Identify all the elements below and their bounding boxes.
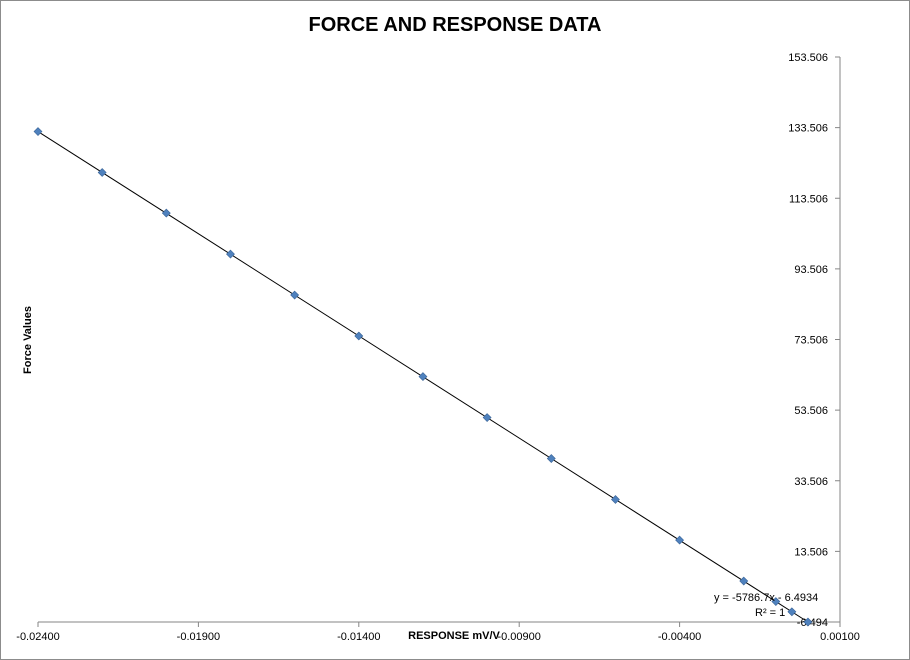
- data-point: [33, 127, 43, 136]
- y-tick-label: 133.506: [788, 123, 828, 135]
- y-tick-label: 53.506: [794, 405, 828, 417]
- y-tick-label: 113.506: [789, 193, 828, 205]
- data-point: [482, 413, 492, 422]
- data-point: [354, 331, 364, 341]
- y-tick-label: 153.506: [788, 52, 828, 64]
- data-point: [97, 168, 107, 177]
- x-tick-label: -0.01400: [337, 631, 380, 643]
- data-point: [546, 454, 556, 463]
- y-tick-label: 73.506: [794, 335, 828, 347]
- data-point: [611, 495, 620, 504]
- data-point: [787, 607, 797, 617]
- x-tick-label: -0.01900: [177, 631, 220, 643]
- y-axis-title: Force Values: [22, 306, 34, 374]
- y-tick-label: -6.494: [797, 617, 828, 629]
- chart-title: FORCE AND RESPONSE DATA: [308, 14, 602, 36]
- data-point: [290, 290, 300, 300]
- x-tick-label: -0.00900: [497, 631, 540, 643]
- data-point: [418, 372, 428, 382]
- y-tick-label: 13.506: [794, 546, 828, 558]
- y-tick-label: 93.506: [794, 264, 828, 276]
- data-point: [771, 597, 781, 606]
- x-tick-label: -0.02400: [16, 631, 59, 643]
- data-point: [739, 576, 749, 586]
- x-tick-label: 0.00100: [820, 631, 860, 643]
- x-axis-title: RESPONSE mV/V: [408, 630, 500, 642]
- trendline-equation: y = -5786.7x - 6.4934: [714, 592, 818, 604]
- data-point: [226, 249, 235, 259]
- y-tick-label: 33.506: [794, 476, 828, 488]
- data-point: [675, 535, 685, 545]
- x-tick-label: -0.00400: [658, 631, 701, 643]
- data-point: [803, 617, 813, 627]
- trendline-r2: R² = 1: [755, 607, 785, 619]
- data-point: [161, 208, 171, 218]
